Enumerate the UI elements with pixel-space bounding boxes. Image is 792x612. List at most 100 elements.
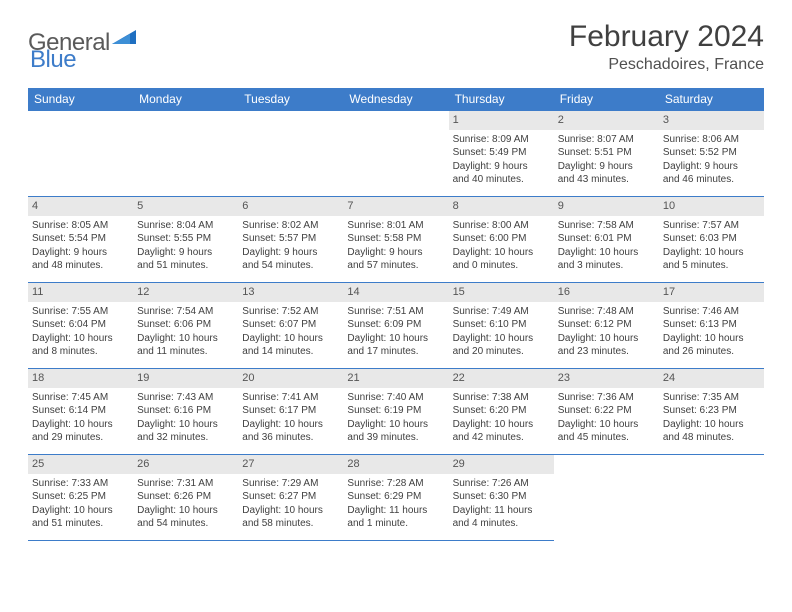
sunset-text: Sunset: 6:26 PM <box>137 490 234 504</box>
calendar-cell: 15 Sunrise: 7:49 AMSunset: 6:10 PMDayligh… <box>449 283 554 369</box>
calendar-cell: 29Sunrise: 7:26 AMSunset: 6:30 PMDayligh… <box>449 455 554 541</box>
day-number: 15 <box>453 286 465 298</box>
sunset-text: Sunset: 6:09 PM <box>347 318 444 332</box>
calendar-cell: 18Sunrise: 7:45 AMSunset: 6:14 PMDayligh… <box>28 369 133 455</box>
sunrise-text: Sunrise: 7:33 AM <box>32 477 129 491</box>
calendar-cell: 10Sunrise: 7:57 AMSunset: 6:03 PMDayligh… <box>659 197 764 283</box>
daylight-text: Daylight: 9 hours <box>453 160 550 174</box>
calendar-page: General February 2024 Peschadoires, Fran… <box>0 0 792 561</box>
day-number: 26 <box>137 458 149 470</box>
daylight-text: and 17 minutes. <box>347 345 444 359</box>
month-title: February 2024 <box>569 20 764 54</box>
calendar-cell: 9Sunrise: 7:58 AMSunset: 6:01 PMDaylight… <box>554 197 659 283</box>
daylight-text: and 58 minutes. <box>242 517 339 531</box>
daylight-text: and 51 minutes. <box>32 517 129 531</box>
day-number-row: 13 <box>238 283 343 302</box>
day-number-row: 18 <box>28 369 133 388</box>
daylight-text: and 29 minutes. <box>32 431 129 445</box>
day-number-row: 6 <box>238 197 343 216</box>
day-number: 10 <box>663 200 675 212</box>
col-friday: Friday <box>554 88 659 111</box>
daylight-text: Daylight: 10 hours <box>558 332 655 346</box>
sunset-text: Sunset: 6:20 PM <box>453 404 550 418</box>
daylight-text: and 54 minutes. <box>242 259 339 273</box>
calendar-cell <box>28 111 133 197</box>
col-wednesday: Wednesday <box>343 88 448 111</box>
sunset-text: Sunset: 5:55 PM <box>137 232 234 246</box>
calendar-week: 4Sunrise: 8:05 AMSunset: 5:54 PMDaylight… <box>28 197 764 283</box>
calendar-cell: 25Sunrise: 7:33 AMSunset: 6:25 PMDayligh… <box>28 455 133 541</box>
daylight-text: Daylight: 10 hours <box>242 418 339 432</box>
daylight-text: and 48 minutes. <box>663 431 760 445</box>
calendar-cell: 7Sunrise: 8:01 AMSunset: 5:58 PMDaylight… <box>343 197 448 283</box>
day-number-row: 26 <box>133 455 238 474</box>
day-number: 3 <box>663 114 669 126</box>
day-number-row: 24 <box>659 369 764 388</box>
daylight-text: Daylight: 10 hours <box>137 418 234 432</box>
day-number-row: 1 <box>449 111 554 130</box>
daylight-text: Daylight: 9 hours <box>663 160 760 174</box>
daylight-text: Daylight: 9 hours <box>347 246 444 260</box>
sunrise-text: Sunrise: 7:26 AM <box>453 477 550 491</box>
daylight-text: Daylight: 10 hours <box>32 418 129 432</box>
calendar-cell: 17Sunrise: 7:46 AMSunset: 6:13 PMDayligh… <box>659 283 764 369</box>
daylight-text: and 45 minutes. <box>558 431 655 445</box>
daylight-text: Daylight: 10 hours <box>453 418 550 432</box>
daylight-text: and 54 minutes. <box>137 517 234 531</box>
daylight-text: Daylight: 11 hours <box>347 504 444 518</box>
sunset-text: Sunset: 6:10 PM <box>453 318 550 332</box>
calendar-cell: 5Sunrise: 8:04 AMSunset: 5:55 PMDaylight… <box>133 197 238 283</box>
calendar-cell: 4Sunrise: 8:05 AMSunset: 5:54 PMDaylight… <box>28 197 133 283</box>
sunrise-text: Sunrise: 7:46 AM <box>663 305 760 319</box>
logo-triangle-icon <box>112 26 136 49</box>
calendar-cell: 16Sunrise: 7:48 AMSunset: 6:12 PMDayligh… <box>554 283 659 369</box>
sunset-text: Sunset: 5:54 PM <box>32 232 129 246</box>
calendar-cell: 20Sunrise: 7:41 AMSunset: 6:17 PMDayligh… <box>238 369 343 455</box>
sunrise-text: Sunrise: 7:35 AM <box>663 391 760 405</box>
day-number-row: 11 <box>28 283 133 302</box>
daylight-text: Daylight: 10 hours <box>453 332 550 346</box>
day-number-row: 15 <box>449 283 554 302</box>
day-number-row: 4 <box>28 197 133 216</box>
calendar-cell: 13Sunrise: 7:52 AMSunset: 6:07 PMDayligh… <box>238 283 343 369</box>
daylight-text: and 26 minutes. <box>663 345 760 359</box>
daylight-text: and 32 minutes. <box>137 431 234 445</box>
daylight-text: and 20 minutes. <box>453 345 550 359</box>
day-number-row: 14 <box>343 283 448 302</box>
day-number: 17 <box>663 286 675 298</box>
day-number-row: 10 <box>659 197 764 216</box>
sunrise-text: Sunrise: 7:28 AM <box>347 477 444 491</box>
daylight-text: and 3 minutes. <box>558 259 655 273</box>
day-number: 16 <box>558 286 570 298</box>
calendar-body: 1Sunrise: 8:09 AMSunset: 5:49 PMDaylight… <box>28 111 764 541</box>
day-number-row: 21 <box>343 369 448 388</box>
sunrise-text: Sunrise: 7:52 AM <box>242 305 339 319</box>
daylight-text: Daylight: 10 hours <box>242 332 339 346</box>
calendar-cell <box>659 455 764 541</box>
day-number-row: 12 <box>133 283 238 302</box>
sunrise-text: Sunrise: 7:36 AM <box>558 391 655 405</box>
day-number: 6 <box>242 200 248 212</box>
calendar-cell <box>343 111 448 197</box>
day-number: 19 <box>137 372 149 384</box>
calendar-cell: 21Sunrise: 7:40 AMSunset: 6:19 PMDayligh… <box>343 369 448 455</box>
daylight-text: and 39 minutes. <box>347 431 444 445</box>
sunset-text: Sunset: 6:13 PM <box>663 318 760 332</box>
day-number: 23 <box>558 372 570 384</box>
sunrise-text: Sunrise: 7:41 AM <box>242 391 339 405</box>
daylight-text: and 23 minutes. <box>558 345 655 359</box>
location-label: Peschadoires, France <box>569 56 764 74</box>
sunset-text: Sunset: 6:04 PM <box>32 318 129 332</box>
col-saturday: Saturday <box>659 88 764 111</box>
calendar-week: 18Sunrise: 7:45 AMSunset: 6:14 PMDayligh… <box>28 369 764 455</box>
daylight-text: and 0 minutes. <box>453 259 550 273</box>
sunset-text: Sunset: 5:52 PM <box>663 146 760 160</box>
day-number: 12 <box>137 286 149 298</box>
sunrise-text: Sunrise: 7:55 AM <box>32 305 129 319</box>
daylight-text: Daylight: 10 hours <box>558 418 655 432</box>
calendar-cell: 23Sunrise: 7:36 AMSunset: 6:22 PMDayligh… <box>554 369 659 455</box>
calendar-cell: 11Sunrise: 7:55 AMSunset: 6:04 PMDayligh… <box>28 283 133 369</box>
sunset-text: Sunset: 6:25 PM <box>32 490 129 504</box>
sunrise-text: Sunrise: 7:49 AM <box>453 305 550 319</box>
day-number: 22 <box>453 372 465 384</box>
